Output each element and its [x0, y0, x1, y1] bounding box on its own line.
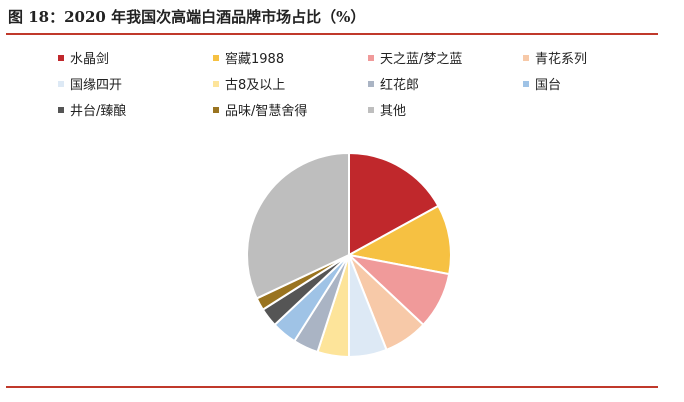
legend-item-3: 青花系列 — [523, 48, 587, 67]
legend-label: 国台 — [535, 78, 562, 93]
legend-swatch-8 — [58, 106, 64, 113]
legend-label: 古8及以上 — [225, 78, 286, 93]
legend-swatch-4 — [58, 80, 64, 87]
legend-item-4: 国缘四开 — [58, 74, 122, 93]
bottom-divider — [6, 386, 658, 388]
legend-item-0: 水晶剑 — [58, 48, 109, 67]
legend-swatch-6 — [368, 80, 374, 87]
legend-item-2: 天之蓝/梦之蓝 — [368, 48, 462, 67]
legend-swatch-9 — [213, 106, 219, 113]
legend-label: 井台/臻酿 — [70, 104, 127, 119]
legend-label: 品味/智慧舍得 — [225, 104, 308, 119]
legend-swatch-1 — [213, 54, 219, 61]
legend-label: 天之蓝/梦之蓝 — [380, 52, 463, 67]
legend-swatch-10 — [368, 106, 374, 113]
legend-swatch-5 — [213, 80, 219, 87]
legend-label: 国缘四开 — [70, 78, 123, 93]
legend-item-9: 品味/智慧舍得 — [213, 100, 307, 119]
legend-label: 青花系列 — [535, 52, 588, 67]
legend-item-8: 井台/臻酿 — [58, 100, 126, 119]
legend-swatch-2 — [368, 54, 374, 61]
legend-swatch-7 — [523, 80, 529, 87]
legend-swatch-0 — [58, 54, 64, 61]
top-divider — [6, 33, 658, 35]
legend-item-10: 其他 — [368, 100, 406, 119]
legend-item-6: 红花郎 — [368, 74, 419, 93]
legend-item-7: 国台 — [523, 74, 561, 93]
pie-slice-0 — [348, 151, 440, 257]
pie-slice-10 — [246, 151, 350, 300]
legend-label: 水晶剑 — [70, 52, 110, 67]
legend-item-1: 窖藏1988 — [213, 48, 284, 67]
chart-title: 图 18：2020 年我国次高端白酒品牌市场占比（%） — [8, 8, 366, 26]
legend-item-5: 古8及以上 — [213, 74, 285, 93]
pie-slice-1 — [346, 204, 452, 276]
legend-label: 其他 — [380, 104, 407, 119]
legend-label: 红花郎 — [380, 78, 420, 93]
legend-label: 窖藏1988 — [225, 52, 285, 67]
legend-swatch-3 — [523, 54, 529, 61]
